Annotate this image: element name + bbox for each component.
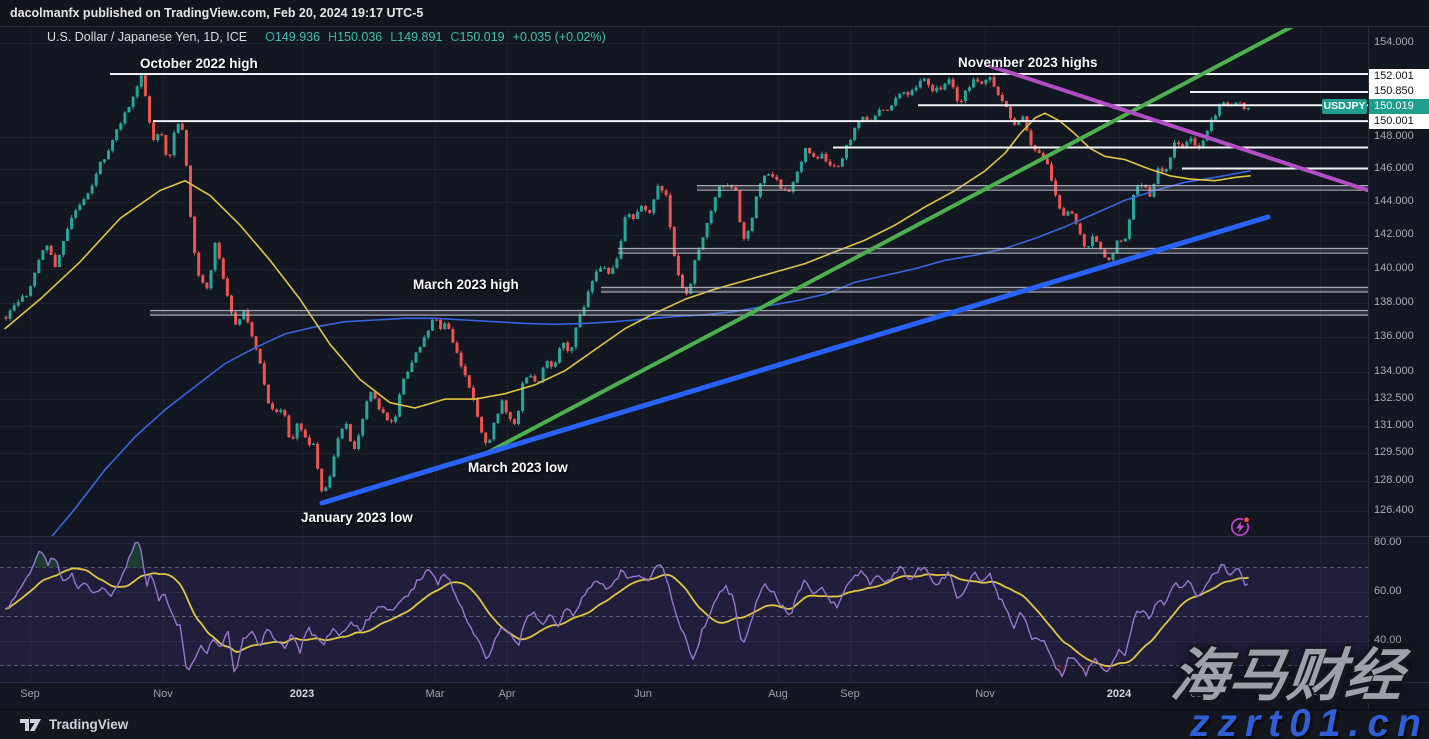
chart-annotation: October 2022 high <box>140 56 258 71</box>
low-label: L <box>390 30 398 44</box>
supply-zone-lines <box>601 286 1368 293</box>
tradingview-brand[interactable]: TradingView <box>49 717 129 732</box>
level-price-badge: 150.850 <box>1369 83 1429 99</box>
rsi-tick-label: 40.00 <box>1374 634 1402 646</box>
publisher-bar: dacolmanfx published on TradingView.com,… <box>0 0 1429 27</box>
price-tick-label: 128.000 <box>1374 473 1414 486</box>
chart-annotation: January 2023 low <box>301 510 413 525</box>
chart-annotation: November 2023 highs <box>958 55 1098 70</box>
price-tick-label: 134.000 <box>1374 365 1414 378</box>
rsi-ma-line <box>5 567 1249 667</box>
rsi-pane-background <box>0 536 1368 682</box>
price-tick-label: 126.400 <box>1374 503 1414 516</box>
open-label: O <box>265 30 275 44</box>
time-tick-label: Jun <box>634 688 652 700</box>
close-value: 150.019 <box>459 30 505 44</box>
price-tick-label: 138.000 <box>1374 295 1414 308</box>
chart-annotation: March 2023 low <box>468 460 568 475</box>
watermark-cjk: 海马财经 <box>1168 644 1407 708</box>
rsi-overbought-fill <box>6 542 1250 568</box>
price-tick-label: 142.000 <box>1374 228 1414 241</box>
price-pane <box>4 28 1368 536</box>
time-tick-label: Mar <box>425 688 445 700</box>
downtrend-november-2023-highs <box>988 64 1368 192</box>
grid-lines <box>0 28 1368 682</box>
ma-slow-line <box>51 170 1251 536</box>
low-value: 149.891 <box>397 30 443 44</box>
price-tick-label: 131.000 <box>1374 419 1414 432</box>
ma-fast-line <box>4 112 1251 409</box>
rsi-tick-label: 80.00 <box>1374 536 1402 548</box>
open-value: 149.936 <box>274 30 321 44</box>
price-tick-label: 146.000 <box>1374 162 1414 175</box>
high-value: 150.036 <box>337 30 383 44</box>
price-tick-label: 148.000 <box>1374 130 1414 143</box>
chart-annotation: March 2023 high <box>413 277 519 292</box>
uptrend-march-2023-low <box>481 28 1294 457</box>
footer-bar: TradingView <box>0 709 1429 739</box>
time-tick-label: Apr <box>1311 688 1329 700</box>
supply-zone-lines <box>697 184 1368 191</box>
level-price-badge: 152.001 <box>1369 68 1429 84</box>
current-price-badge: 150.019 <box>1369 98 1429 114</box>
price-tick-label: 136.000 <box>1374 330 1414 343</box>
rsi-tick-label: 60.00 <box>1374 585 1402 597</box>
supply-zone-lines <box>150 309 1368 316</box>
time-tick-label: Sep <box>840 688 860 700</box>
price-tick-label: 132.500 <box>1374 392 1414 405</box>
time-tick-label: Nov <box>153 688 173 700</box>
flash-icon[interactable] <box>1230 516 1251 537</box>
rsi-pane <box>0 541 1368 678</box>
symbol-legend: U.S. Dollar / Japanese Yen, 1D, ICE O149.… <box>47 30 606 44</box>
time-tick-label: Aug <box>768 688 788 700</box>
watermark-url: zzrt01.cn <box>1190 702 1429 739</box>
symbol-title: U.S. Dollar / Japanese Yen, 1D, ICE <box>47 30 248 44</box>
tradingview-logo[interactable] <box>20 717 42 733</box>
time-tick-label: Nov <box>975 688 995 700</box>
pane-separators <box>0 27 1429 709</box>
time-tick-label: Apr <box>498 688 516 700</box>
price-tick-label: 154.000 <box>1374 36 1414 48</box>
rsi-line <box>5 541 1249 678</box>
time-tick-label: 2024 <box>1106 688 1132 700</box>
price-tick-label: 144.000 <box>1374 194 1414 207</box>
level-price-badge: 150.001 <box>1369 113 1429 129</box>
time-tick-label: Sep <box>20 688 40 700</box>
close-label: C <box>450 30 460 44</box>
time-tick-label: Feb <box>1183 688 1203 700</box>
change-value: +0.035 (+0.02%) <box>512 30 606 44</box>
uptrend-january-2023-low <box>319 214 1271 506</box>
time-tick-label: 2023 <box>289 688 315 700</box>
price-tick-label: 140.000 <box>1374 261 1414 274</box>
symbol-price-tag: USDJPY <box>1322 99 1367 114</box>
supply-zone-lines <box>618 247 1368 254</box>
price-tick-label: 129.500 <box>1374 446 1414 459</box>
high-label: H <box>328 30 338 44</box>
publisher-text[interactable]: dacolmanfx published on TradingView.com,… <box>10 6 424 20</box>
